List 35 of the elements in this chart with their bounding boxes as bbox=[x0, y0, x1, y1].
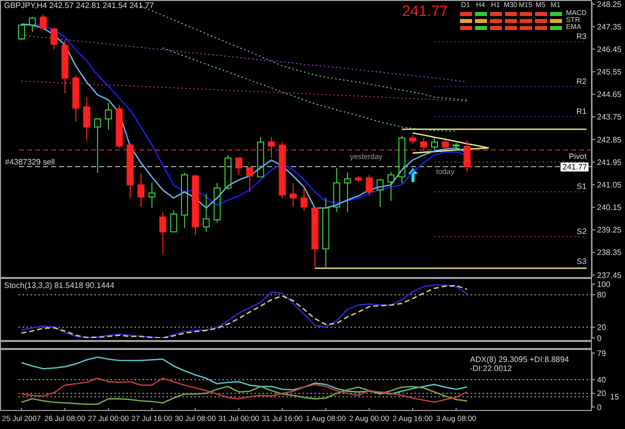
series-label: S3 bbox=[576, 257, 587, 266]
y-tick-label: 246.45 bbox=[597, 44, 622, 54]
y-tick-label: 79 bbox=[597, 348, 606, 358]
y-tick-label: 242.85 bbox=[597, 135, 622, 144]
y-tick-label: 0 bbox=[597, 402, 602, 412]
annotation: 241.77 bbox=[402, 3, 448, 20]
y-tick-label: 245.55 bbox=[597, 68, 622, 77]
series-label: Pivot bbox=[568, 152, 587, 162]
y-tick-label: 237.45 bbox=[597, 270, 622, 280]
y-tick-label: 40 bbox=[597, 375, 606, 384]
y-tick-label: 247.35 bbox=[597, 22, 622, 32]
y-tick-label: 239.25 bbox=[597, 226, 622, 235]
y-tick-label: 238.35 bbox=[597, 248, 622, 258]
series-label: S2 bbox=[576, 226, 587, 236]
chart-title: ADX(8) 29.3095 +DI:8.8894 -DI:22.0012 bbox=[470, 355, 569, 373]
y-tick-label: 0 bbox=[597, 334, 602, 343]
series-label: S1 bbox=[576, 182, 587, 191]
annotation: 241.77 bbox=[560, 162, 589, 172]
chart-title: Stoch(13,3,3) 81.5418 90.1444 bbox=[4, 281, 114, 290]
y-tick-label: 243.75 bbox=[597, 112, 622, 122]
y-tick-label: 244.65 bbox=[597, 90, 622, 100]
y-tick-label: 20 bbox=[597, 323, 606, 332]
series-label: R3 bbox=[576, 32, 587, 41]
y-tick-label: 241.95 bbox=[597, 158, 622, 167]
y-tick-label: 20 bbox=[597, 389, 606, 398]
y-tick-label: 248.25 bbox=[597, 0, 622, 9]
series-label: R2 bbox=[576, 76, 587, 86]
y-tick-label: 241.05 bbox=[597, 180, 622, 190]
series-label: R1 bbox=[576, 106, 587, 116]
y-tick-label: 100 bbox=[597, 280, 611, 289]
ref-line-label: #4387329 sell bbox=[5, 158, 56, 167]
ref-line-label: 15 bbox=[610, 392, 620, 402]
chart-title: GBPJPY,H4 242.57 242.81 241.54 241.77 bbox=[4, 1, 154, 10]
y-tick-label: 240.15 bbox=[597, 203, 622, 212]
y-tick-label: 80 bbox=[597, 290, 606, 300]
